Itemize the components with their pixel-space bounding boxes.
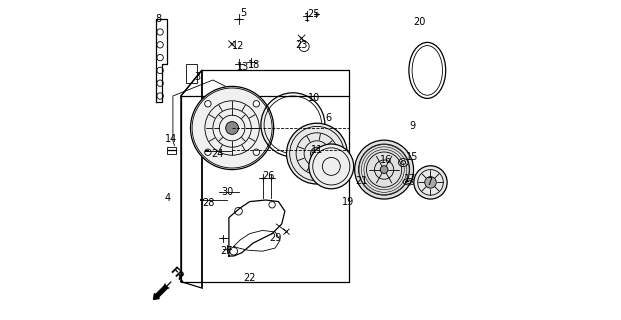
Text: 11: 11: [310, 145, 323, 156]
Circle shape: [205, 100, 211, 107]
Text: 7: 7: [426, 177, 432, 188]
Text: 25: 25: [307, 9, 320, 20]
Text: 15: 15: [406, 152, 419, 162]
Circle shape: [253, 100, 260, 107]
Text: 30: 30: [221, 187, 233, 197]
Circle shape: [191, 86, 274, 170]
Text: 4: 4: [165, 193, 171, 204]
Text: 12: 12: [232, 41, 245, 52]
Bar: [186, 64, 197, 83]
Circle shape: [309, 144, 354, 189]
Text: 24: 24: [212, 148, 224, 159]
Text: 18: 18: [248, 60, 260, 70]
Circle shape: [253, 149, 260, 156]
Text: 13: 13: [237, 62, 250, 72]
Text: 23: 23: [296, 40, 308, 50]
Circle shape: [414, 166, 447, 199]
Text: 26: 26: [262, 171, 274, 181]
Text: 19: 19: [342, 197, 354, 207]
Circle shape: [286, 123, 347, 184]
Text: 14: 14: [165, 134, 178, 144]
Text: 29: 29: [269, 233, 281, 244]
Text: 8: 8: [155, 14, 161, 24]
FancyArrow shape: [153, 285, 168, 300]
Text: 22: 22: [243, 273, 256, 284]
Circle shape: [355, 140, 414, 199]
Text: 27: 27: [220, 246, 233, 256]
Text: 3: 3: [195, 72, 201, 82]
Text: FR.: FR.: [168, 265, 188, 285]
Text: 21: 21: [355, 176, 368, 186]
Circle shape: [425, 177, 437, 188]
Text: 5: 5: [240, 8, 247, 18]
Text: 9: 9: [410, 121, 416, 132]
Text: 1: 1: [304, 12, 310, 23]
Text: 6: 6: [325, 113, 331, 124]
Text: 20: 20: [413, 17, 425, 28]
Circle shape: [310, 147, 324, 160]
Text: 10: 10: [307, 92, 320, 103]
Bar: [167, 147, 176, 154]
Circle shape: [205, 149, 211, 156]
Text: 17: 17: [404, 174, 416, 184]
Text: 28: 28: [202, 198, 215, 208]
Circle shape: [225, 122, 238, 134]
Circle shape: [380, 166, 388, 173]
Text: 16: 16: [380, 155, 392, 165]
